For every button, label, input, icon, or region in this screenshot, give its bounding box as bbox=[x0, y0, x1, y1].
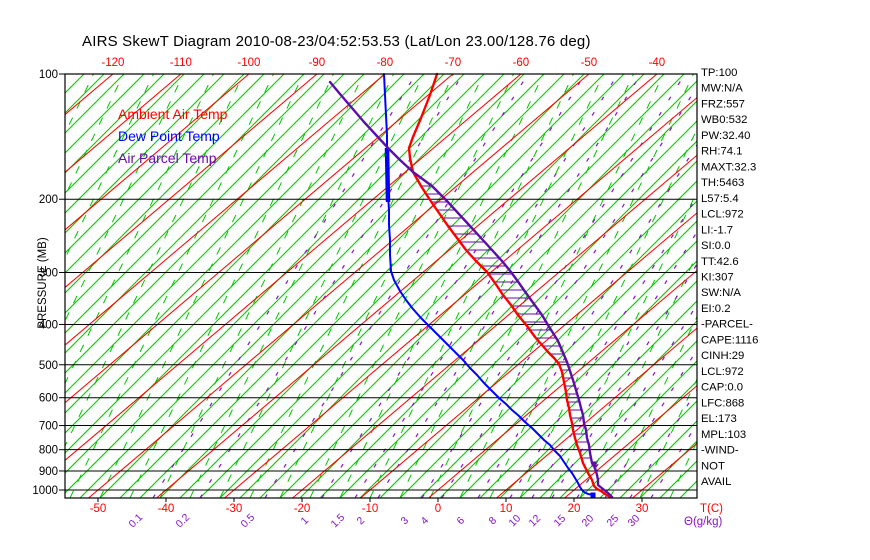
mixing-ratio-tick-label: 2 bbox=[355, 514, 368, 527]
mixing-ratio-tick-label: 15 bbox=[552, 512, 569, 529]
stats-line-5: RH:74.1 bbox=[701, 146, 742, 158]
mixing-ratio-tick-label: 1 bbox=[299, 514, 312, 527]
stats-line-23: MPL:103 bbox=[701, 429, 746, 441]
mixing-ratio-tick-label: 8 bbox=[487, 514, 500, 527]
stats-line-26: AVAIL bbox=[701, 476, 731, 488]
mixing-ratio-tick-label: 3 bbox=[399, 514, 412, 527]
pressure-tick-labels: 100 200 300 400 500 600 700 800 900 1000 bbox=[32, 69, 58, 497]
stats-line-9: LCL:972 bbox=[701, 209, 744, 221]
stats-line-20: CAP:0.0 bbox=[701, 382, 743, 394]
stats-line-1: MW:N/A bbox=[701, 83, 743, 95]
bottom-temp-tick-label: 30 bbox=[636, 503, 649, 515]
mixing-ratio-tick-label: 25 bbox=[605, 512, 622, 529]
top-temp-tick-label: -90 bbox=[309, 57, 326, 69]
cape-hatch bbox=[422, 185, 591, 459]
parcel-LFC-marker bbox=[591, 461, 597, 467]
top-temp-tick-label: -40 bbox=[649, 57, 666, 69]
bottom-temp-tick-label: -40 bbox=[158, 503, 175, 515]
mixing-ratio-tick-label: 20 bbox=[580, 512, 597, 529]
stats-line-7: TH:5463 bbox=[701, 177, 744, 189]
bottom-temp-tick-label: 20 bbox=[568, 503, 581, 515]
pressure-tick-label: 700 bbox=[39, 421, 58, 433]
stats-line-10: LI:-1.7 bbox=[701, 224, 733, 236]
bottom-temp-tick-label: -50 bbox=[90, 503, 107, 515]
plot-frame bbox=[64, 73, 698, 499]
stats-line-16: -PARCEL- bbox=[701, 319, 753, 331]
mixing-ratio-tick-label: 6 bbox=[455, 514, 468, 527]
stats-line-0: TP:100 bbox=[701, 67, 737, 79]
pressure-tick-label: 200 bbox=[39, 194, 58, 206]
stats-line-3: WB0:532 bbox=[701, 114, 747, 126]
level-markers bbox=[590, 461, 597, 498]
pressure-tick-label: 100 bbox=[39, 69, 58, 81]
legend-ambient-air-temp: Ambient Air Temp bbox=[118, 106, 228, 122]
stats-line-25: NOT bbox=[701, 460, 725, 472]
bottom-temp-tick-label: -20 bbox=[294, 503, 311, 515]
mixing-ratio-tick-label: 0.1 bbox=[126, 511, 145, 530]
pressure-tick-label: 800 bbox=[39, 445, 58, 457]
curve-line bbox=[407, 72, 612, 499]
top-temp-tick-label: -100 bbox=[237, 57, 260, 69]
pressure-tick-label: 400 bbox=[39, 319, 58, 331]
pressure-gridlines bbox=[59, 73, 697, 491]
pressure-axis-label: PRESSURE (MB) bbox=[37, 237, 49, 329]
chart-title: AIRS SkewT Diagram 2010-08-23/04:52:53.5… bbox=[82, 33, 591, 50]
mixing-ratio-axis: 0.1 0.2 0.5 1 1.5 2 3 4 6 8 10 12 15 20 25 30 bbox=[126, 511, 642, 530]
top-temp-tick-label: -120 bbox=[101, 57, 124, 69]
top-temp-tick-label: -110 bbox=[170, 57, 192, 69]
pressure-tick-label: 300 bbox=[39, 267, 58, 279]
stats-line-13: KI:307 bbox=[701, 271, 734, 283]
bottom-temp-tick-label: 10 bbox=[500, 503, 513, 515]
mixing-ratio-tick-label: 1.5 bbox=[328, 511, 347, 530]
mixing-ratio-tick-label: 4 bbox=[419, 514, 432, 527]
stats-line-4: PW:32.40 bbox=[701, 130, 750, 142]
bottom-temp-tick-label: 0 bbox=[435, 503, 441, 515]
top-temp-tick-label: -70 bbox=[445, 57, 462, 69]
temp-unit-label: T(C) bbox=[700, 503, 723, 515]
stats-line-8: L57:5.4 bbox=[701, 193, 739, 205]
background-lines bbox=[65, 74, 697, 498]
dewpoint-surface-marker bbox=[590, 492, 596, 498]
legend-dew-point-temp: Dew Point Temp bbox=[118, 128, 220, 144]
bottom-temp-tick-label: -30 bbox=[226, 503, 243, 515]
mixing-ratio-tick-label: 12 bbox=[527, 512, 544, 529]
stats-line-12: TT:42.6 bbox=[701, 256, 739, 268]
stats-line-22: EL:173 bbox=[701, 413, 737, 425]
stats-line-24: -WIND- bbox=[701, 445, 739, 457]
pressure-tick-label: 600 bbox=[39, 393, 58, 405]
plot-border bbox=[64, 73, 698, 499]
curve-line bbox=[383, 73, 594, 496]
pressure-tick-label: 500 bbox=[39, 360, 58, 372]
stats-line-15: EI:0.2 bbox=[701, 303, 731, 315]
legend: Ambient Air Temp Dew Point Temp Air Parc… bbox=[118, 106, 228, 166]
stats-line-14: SW:N/A bbox=[701, 287, 741, 299]
pressure-tick-label: 900 bbox=[39, 466, 58, 478]
stats-panel: TP:100 MW:N/A FRZ:557 WB0:532 PW:32.40 RH:74.… bbox=[701, 67, 758, 488]
top-temp-axis: -120 -110 -100 -90 -80 -70 -60 -50 -40 bbox=[101, 57, 665, 69]
bottom-temp-axis: -50 -40 -30 -20 -10 0 10 20 30 bbox=[90, 498, 649, 515]
mixing-ratio-unit-label: Θ(g/kg) bbox=[684, 516, 723, 528]
bottom-temp-tick-label: -10 bbox=[362, 503, 379, 515]
top-temp-tick-label: -60 bbox=[513, 57, 530, 69]
stats-line-17: CAPE:1116 bbox=[701, 334, 758, 346]
stats-line-2: FRZ:557 bbox=[701, 98, 745, 110]
mixing-ratio-tick-label: 0.2 bbox=[173, 511, 192, 530]
top-temp-tick-label: -50 bbox=[581, 57, 598, 69]
stats-line-18: CINH:29 bbox=[701, 350, 744, 362]
stats-line-6: MAXT:32.3 bbox=[701, 161, 756, 173]
stats-line-19: LCL:972 bbox=[701, 366, 744, 378]
legend-air-parcel-temp: Air Parcel Temp bbox=[118, 150, 217, 166]
top-temp-tick-label: -80 bbox=[377, 57, 394, 69]
curve-ambient bbox=[407, 72, 612, 499]
stats-line-11: SI:0.0 bbox=[701, 240, 731, 252]
pressure-tick-label: 1000 bbox=[32, 485, 58, 497]
stats-line-21: LFC:868 bbox=[701, 397, 744, 409]
curve-dewpoint bbox=[383, 73, 594, 496]
